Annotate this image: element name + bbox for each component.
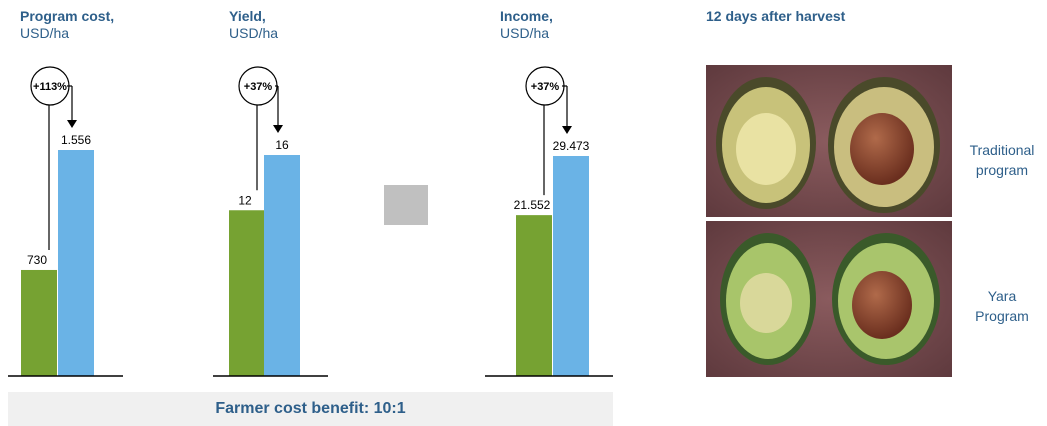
top-left-avocado-pit-cavity (736, 113, 796, 185)
yara-label-line1: Yara (987, 288, 1017, 304)
bar-traditional (229, 210, 265, 376)
yield-title-text: Yield, (229, 8, 266, 24)
program-cost-title-text: Program cost, (20, 8, 115, 24)
farmer-cost-benefit-bar: Farmer cost benefit: 10:1 (8, 392, 613, 426)
bar-value-label-0: 12 (238, 193, 252, 207)
bar-value-label-0: 21.552 (514, 198, 551, 212)
photo-divider (706, 217, 952, 221)
bar-value-label-1: 1.556 (61, 133, 91, 147)
traditional-label-line2: program (975, 162, 1029, 178)
top-right-avocado-seed (850, 113, 914, 185)
traditional-label-line1: Traditional (969, 142, 1035, 158)
arrow-head (562, 126, 572, 134)
photo-title: 12 days after harvest (706, 8, 846, 24)
avocado-photo (706, 65, 952, 377)
change-percent-label: +113% (33, 81, 67, 93)
bar-value-label-0: 730 (27, 253, 47, 267)
gray-placeholder (384, 185, 428, 225)
yara-label-line2: Program (975, 308, 1029, 324)
program-cost-title: Program cost, USD/ha (20, 8, 114, 42)
farmer-cost-benefit-text: Farmer cost benefit: 10:1 (215, 400, 406, 417)
yield-title: Yield, USD/ha (229, 8, 278, 42)
bar-traditional (516, 215, 552, 376)
yield-svg: 12 16 +37% (213, 66, 328, 377)
program-cost-chart: Program cost, USD/ha 730 1.556 +113% (8, 0, 138, 380)
program-cost-unit: USD/ha (20, 25, 70, 41)
bottom-right-avocado-seed (852, 271, 912, 339)
yara-program-label: Yara Program (952, 286, 1047, 326)
yield-unit: USD/ha (229, 25, 279, 41)
bar-traditional (21, 269, 57, 376)
bar-value-label-1: 29.473 (553, 139, 590, 153)
income-title: Income, USD/ha (500, 8, 553, 42)
income-svg: 21.552 29.473 +37% (485, 66, 613, 377)
arrow-head (273, 125, 283, 133)
income-title-text: Income, (500, 8, 553, 24)
bottom-left-avocado-cavity (740, 273, 792, 333)
bar-yara (264, 155, 300, 376)
arrow-head (67, 120, 77, 128)
income-chart: Income, USD/ha 21.552 29.473 +37% (485, 0, 615, 380)
bar-yara (58, 150, 94, 376)
change-percent-label: +37% (531, 81, 560, 93)
change-percent-label: +37% (244, 81, 273, 93)
traditional-program-label: Traditional program (952, 140, 1047, 180)
income-unit: USD/ha (500, 25, 550, 41)
bar-value-label-1: 16 (275, 138, 289, 152)
program-cost-svg: 730 1.556 +113% (8, 66, 123, 377)
yield-chart: Yield, USD/ha 12 16 +37% (213, 0, 343, 380)
bar-yara (553, 156, 589, 376)
